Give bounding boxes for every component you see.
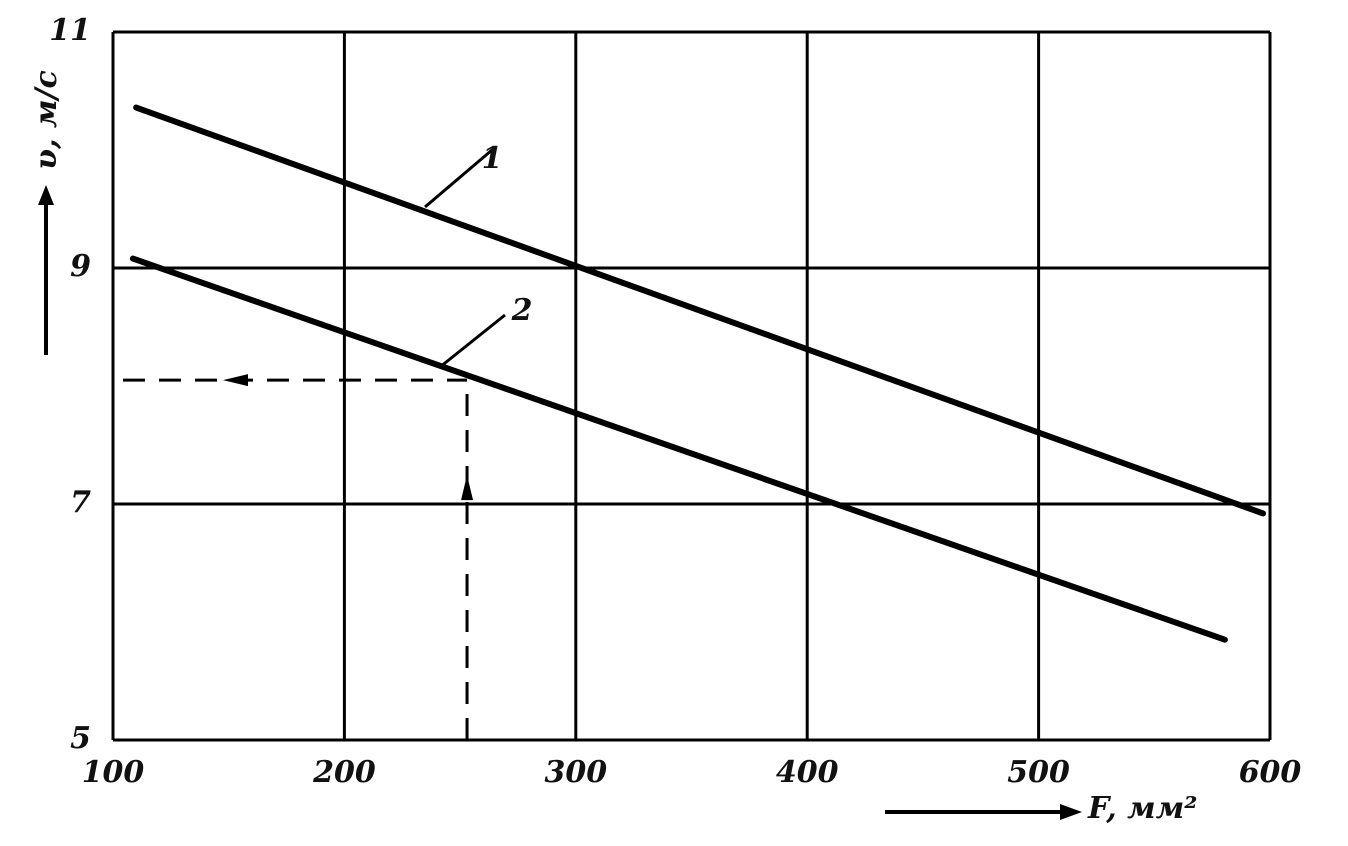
series-line (129, 255, 1228, 643)
x-tick-label: 500 (1007, 755, 1070, 790)
leader-line (424, 148, 493, 209)
series-label: 1 (482, 141, 503, 176)
series-line (133, 104, 1267, 517)
reading-arrowhead (461, 475, 474, 501)
x-tick-label: 600 (1239, 755, 1302, 790)
x-axis-arrowhead (1060, 804, 1082, 820)
x-axis-label: F, мм² (1087, 791, 1197, 826)
reading-arrowhead (223, 374, 248, 387)
x-tick-label: 300 (544, 755, 607, 790)
y-axis-arrowhead (38, 185, 54, 205)
leader-line (439, 313, 506, 369)
y-tick-label: 5 (70, 721, 91, 756)
x-tick-label: 100 (82, 755, 145, 790)
y-tick-label: 11 (49, 13, 91, 48)
y-tick-label: 9 (70, 249, 91, 284)
x-tick-label: 400 (776, 755, 839, 790)
y-tick-label: 7 (70, 485, 91, 520)
y-axis-label: υ, м/с (29, 70, 64, 169)
series-label: 2 (511, 293, 533, 328)
x-tick-label: 200 (312, 755, 376, 790)
